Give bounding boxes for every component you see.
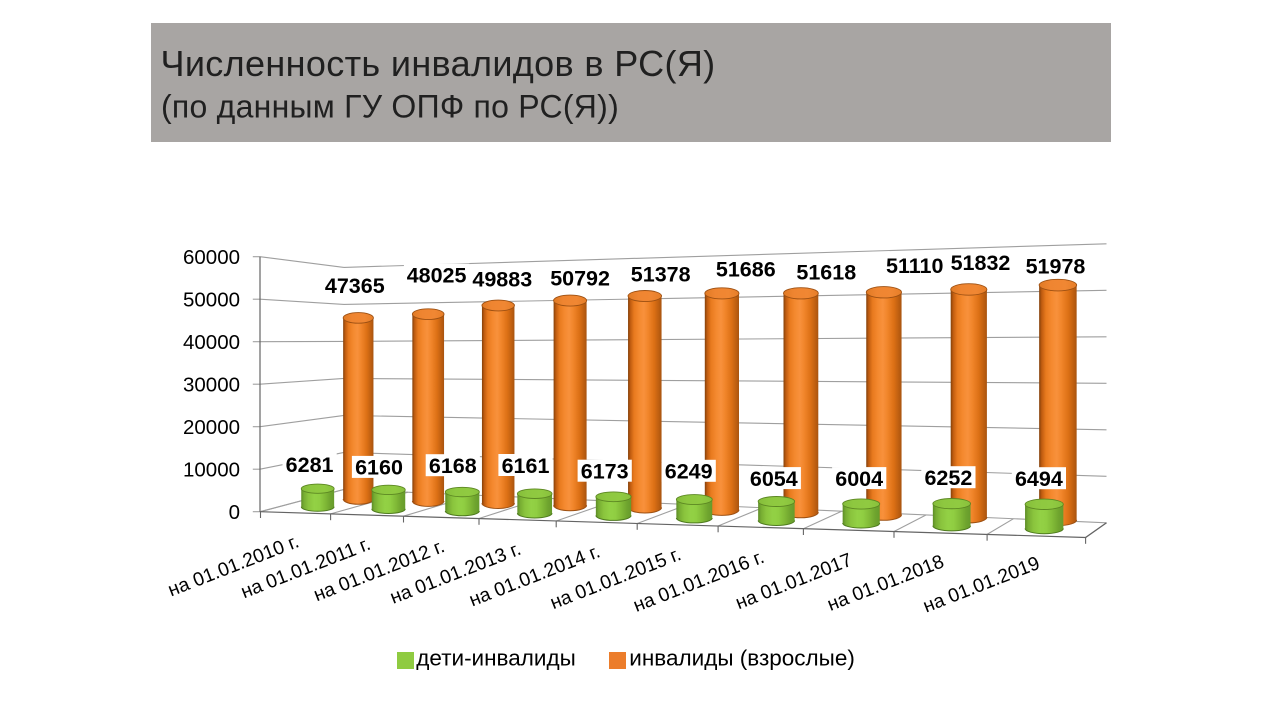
svg-text:6168: 6168	[429, 454, 477, 478]
svg-text:48025: 48025	[407, 264, 467, 288]
svg-text:6054: 6054	[750, 467, 798, 491]
svg-text:10000: 10000	[183, 459, 240, 482]
svg-text:6252: 6252	[924, 466, 972, 490]
svg-text:(по данным ГУ ОПФ по РС(Я)): (по данным ГУ ОПФ по РС(Я))	[161, 89, 619, 125]
svg-text:30000: 30000	[183, 374, 240, 397]
svg-text:51378: 51378	[631, 263, 691, 287]
svg-text:49883: 49883	[472, 267, 532, 291]
svg-text:50792: 50792	[550, 267, 610, 291]
svg-text:6161: 6161	[502, 454, 550, 478]
svg-text:60000: 60000	[183, 246, 240, 269]
svg-text:51618: 51618	[796, 261, 856, 285]
svg-text:0: 0	[229, 501, 240, 524]
svg-text:47365: 47365	[325, 274, 385, 298]
svg-text:6249: 6249	[665, 460, 713, 484]
svg-text:51832: 51832	[951, 251, 1011, 275]
svg-text:50000: 50000	[183, 289, 240, 312]
svg-text:дети-инвалиды: дети-инвалиды	[416, 646, 575, 671]
svg-text:Численность инвалидов в РС(Я): Численность инвалидов в РС(Я)	[161, 43, 716, 84]
svg-text:51110: 51110	[886, 254, 943, 278]
svg-text:20000: 20000	[183, 416, 240, 439]
svg-text:51686: 51686	[716, 258, 776, 282]
svg-text:6281: 6281	[286, 453, 334, 477]
svg-text:40000: 40000	[183, 331, 240, 354]
svg-text:инвалиды (взрослые): инвалиды (взрослые)	[629, 646, 855, 671]
svg-text:6160: 6160	[355, 456, 403, 480]
svg-text:6173: 6173	[581, 460, 629, 484]
svg-text:6494: 6494	[1015, 467, 1063, 491]
svg-text:51978: 51978	[1026, 255, 1086, 279]
svg-text:6004: 6004	[835, 467, 883, 491]
